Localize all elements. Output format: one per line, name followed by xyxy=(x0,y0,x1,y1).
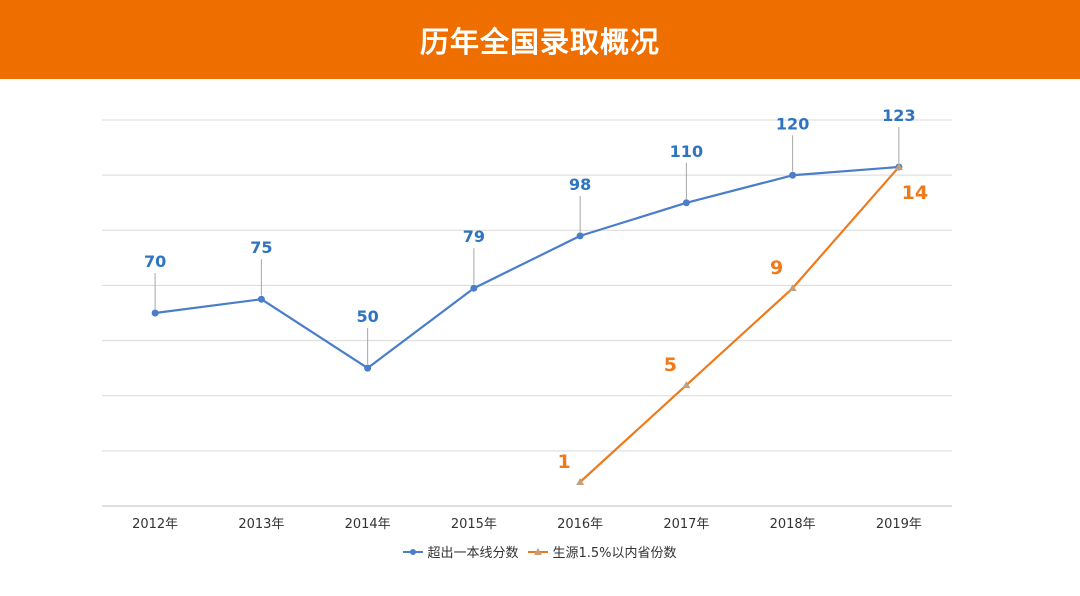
series-1-data-label: 110 xyxy=(670,142,703,161)
legend-label-series-1: 超出一本线分数 xyxy=(427,546,519,561)
series-2-line xyxy=(579,166,900,483)
series-2-data-label: 1 xyxy=(558,451,571,473)
legend-swatch-series-1 xyxy=(403,548,424,555)
legend-swatch-series-2 xyxy=(528,547,549,555)
series-1-point xyxy=(576,232,584,240)
series-2-point xyxy=(894,163,903,170)
series-1-data-label: 123 xyxy=(882,106,915,125)
x-tick-label: 2015年 xyxy=(451,517,497,532)
x-tick-label: 2014年 xyxy=(345,517,391,532)
header-banner: 历年全国录取概况 xyxy=(0,0,1080,79)
series-1-data-label: 120 xyxy=(776,114,809,133)
series-2-data-label: 14 xyxy=(902,182,928,204)
series-1-point xyxy=(151,309,159,317)
page-title: 历年全国录取概况 xyxy=(419,24,660,59)
chart-legend: 超出一本线分数 生源1.5%以内省份数 xyxy=(0,542,1080,561)
series-1-data-label: 50 xyxy=(356,307,378,326)
legend-item-series-1: 超出一本线分数 xyxy=(403,542,518,561)
series-2-data-label: 5 xyxy=(664,354,677,376)
x-tick-label: 2017年 xyxy=(663,517,709,532)
series-1-data-label: 98 xyxy=(569,175,591,194)
series-2-point xyxy=(576,478,585,485)
x-tick-label: 2013年 xyxy=(238,517,284,532)
x-tick-label: 2016年 xyxy=(557,517,603,532)
legend-label-series-2: 生源1.5%以内省份数 xyxy=(552,546,677,561)
series-1-line xyxy=(154,165,899,370)
series-1-point xyxy=(257,295,265,303)
series-1-point xyxy=(789,171,797,179)
series-1-point xyxy=(364,364,372,372)
series-2-data-label: 9 xyxy=(770,257,783,279)
series-2-point xyxy=(682,381,691,389)
series-1-data-label: 79 xyxy=(463,227,485,246)
series-1-data-label: 75 xyxy=(250,238,272,257)
x-tick-label: 2018年 xyxy=(770,517,816,532)
series-1-point xyxy=(682,199,690,207)
series-1-point xyxy=(470,284,478,292)
series-1-data-label: 70 xyxy=(144,252,166,271)
series-2-point xyxy=(788,284,797,292)
x-tick-label: 2019年 xyxy=(876,517,922,532)
x-tick-label: 2012年 xyxy=(132,517,178,532)
legend-item-series-2: 生源1.5%以内省份数 xyxy=(528,542,677,561)
